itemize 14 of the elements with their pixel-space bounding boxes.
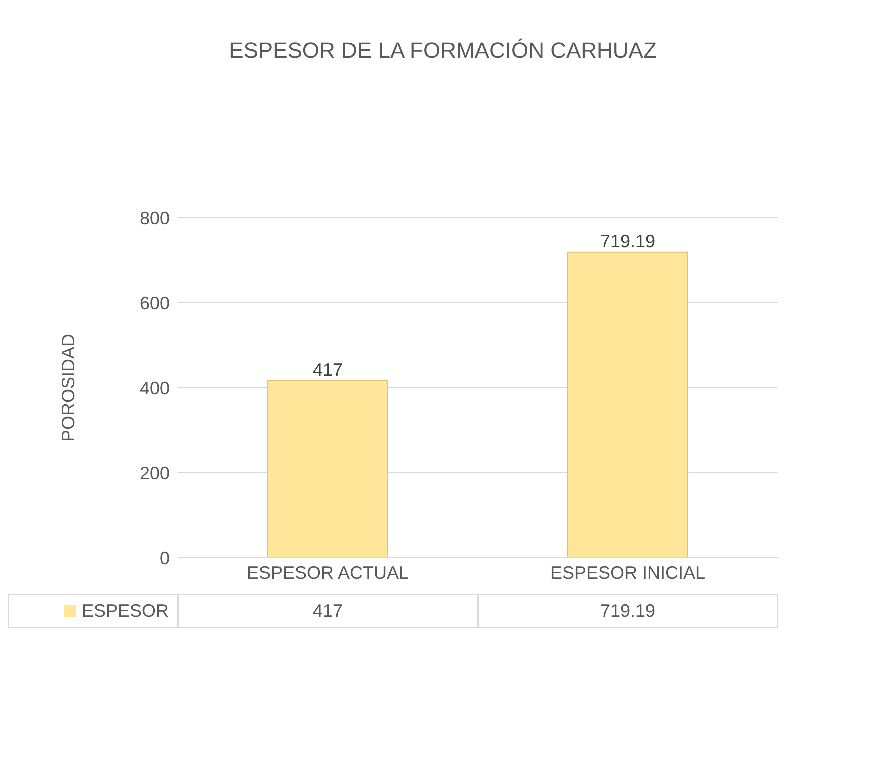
y-axis-title: POROSIDAD [58,334,78,442]
x-tick-label: ESPESOR ACTUAL [246,562,410,583]
legend-label: ESPESOR [82,600,169,622]
y-tick-label: 400 [140,378,170,398]
data-label: 417 [178,594,478,628]
chart-title: ESPESOR DE LA FORMACIÓN CARHUAZ [228,37,658,65]
y-tick-label: 600 [140,293,170,314]
data-label: 719.19 [478,594,778,628]
annotation: 719.19 [600,231,656,252]
y-tick-label: 0 [160,548,170,568]
x-tick-label: ESPESOR INICIAL [550,562,706,583]
y-tick-label: 200 [140,463,170,484]
y-tick-label: 800 [140,208,170,228]
annotation: 417 [312,360,344,380]
